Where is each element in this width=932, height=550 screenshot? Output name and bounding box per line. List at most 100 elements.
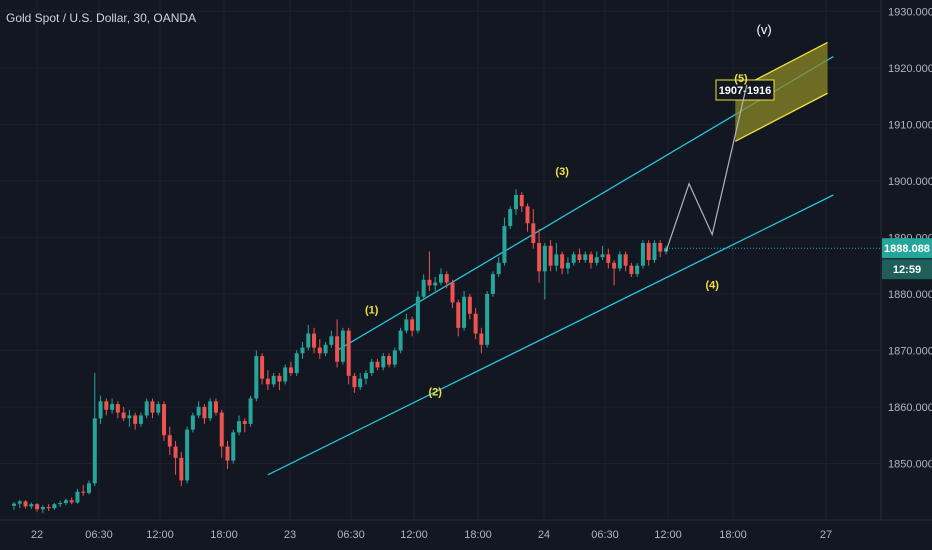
candle-body: [145, 401, 149, 415]
wave-label: (3): [555, 166, 569, 178]
candle-body: [531, 223, 535, 243]
candle-body: [81, 492, 85, 493]
candle: [249, 396, 253, 427]
candle-body: [24, 501, 28, 506]
candle-body: [35, 504, 39, 509]
candle-body: [635, 266, 639, 274]
candle-body: [456, 302, 460, 327]
candle-body: [641, 243, 645, 266]
candle-body: [249, 398, 253, 423]
candle-body: [560, 254, 564, 268]
candle-body: [185, 430, 189, 481]
candle-body: [301, 348, 305, 354]
candle-body: [254, 356, 258, 398]
candle-body: [347, 331, 351, 376]
candle: [231, 430, 235, 464]
candle-body: [306, 333, 310, 347]
candle-body: [18, 501, 22, 503]
chart-title: Gold Spot / U.S. Dollar, 30, OANDA: [6, 11, 196, 25]
candle-body: [652, 243, 656, 260]
candle-body: [370, 362, 374, 373]
candle: [393, 348, 397, 368]
price-tick-label: 1900.000: [888, 176, 932, 188]
candle-body: [335, 336, 339, 361]
candle-body: [93, 418, 97, 483]
candle: [295, 350, 299, 375]
candle: [145, 398, 149, 418]
candle-body: [572, 254, 576, 262]
time-tick-label: 27: [820, 529, 832, 541]
candle-body: [41, 507, 45, 509]
candle-body: [577, 254, 581, 260]
candle-body: [156, 404, 160, 412]
price-tick-label: 1850.000: [888, 458, 932, 470]
candle-body: [520, 195, 524, 206]
candle-body: [549, 246, 553, 266]
candle-body: [612, 263, 616, 269]
candle: [162, 401, 166, 441]
candle-body: [583, 254, 587, 260]
candle-body: [237, 421, 241, 432]
time-tick-label: 12:00: [146, 529, 174, 541]
candle-body: [462, 297, 466, 328]
candle: [491, 271, 495, 296]
candle-body: [266, 379, 270, 385]
candle-body: [272, 376, 276, 384]
candle-body: [416, 297, 420, 331]
wave-label: (2): [428, 387, 442, 399]
candle-body: [208, 401, 212, 418]
candle-body: [52, 504, 56, 508]
candle-body: [104, 401, 108, 409]
candle-body: [214, 401, 218, 412]
countdown-label: 12:59: [893, 264, 921, 276]
candle-body: [439, 274, 443, 282]
candle-body: [295, 353, 299, 373]
candle-body: [289, 367, 293, 373]
candle-body: [491, 274, 495, 294]
price-tick-label: 1870.000: [888, 345, 932, 357]
candle: [508, 206, 512, 229]
time-tick-label: 06:30: [85, 529, 113, 541]
candle-body: [618, 254, 622, 268]
wave-label: (4): [705, 279, 719, 291]
candle-body: [341, 331, 345, 362]
candle-body: [162, 404, 166, 435]
candle-body: [174, 447, 178, 458]
candle-body: [12, 504, 16, 506]
candle: [416, 291, 420, 333]
candle-body: [197, 407, 201, 415]
price-tick-label: 1880.000: [888, 289, 932, 301]
candle-body: [99, 401, 103, 418]
time-tick-label: 12:00: [400, 529, 428, 541]
candle-body: [566, 263, 570, 269]
time-tick-label: 22: [31, 529, 43, 541]
candle-body: [485, 294, 489, 345]
candle-body: [445, 274, 449, 282]
candle-body: [75, 492, 79, 503]
candle-body: [122, 413, 126, 419]
candle-body: [393, 350, 397, 364]
time-tick-label: 18:00: [719, 529, 747, 541]
candle-body: [404, 319, 408, 330]
candle-body: [329, 336, 333, 344]
candle: [652, 240, 656, 263]
candle-body: [202, 407, 206, 418]
candle-body: [87, 483, 91, 493]
candle: [618, 252, 622, 272]
candle-body: [133, 415, 137, 423]
candle-body: [191, 415, 195, 429]
candle-body: [29, 504, 33, 506]
time-tick-label: 18:00: [210, 529, 238, 541]
candle-body: [283, 367, 287, 381]
wave-label: (v): [757, 22, 772, 37]
candle: [254, 350, 258, 401]
candle-body: [508, 209, 512, 226]
candle-body: [318, 348, 322, 354]
price-tick-label: 1920.000: [888, 63, 932, 75]
candle: [641, 240, 645, 268]
candle-body: [629, 266, 633, 274]
candle-body: [658, 243, 662, 251]
candle-body: [231, 432, 235, 460]
candle: [185, 427, 189, 484]
